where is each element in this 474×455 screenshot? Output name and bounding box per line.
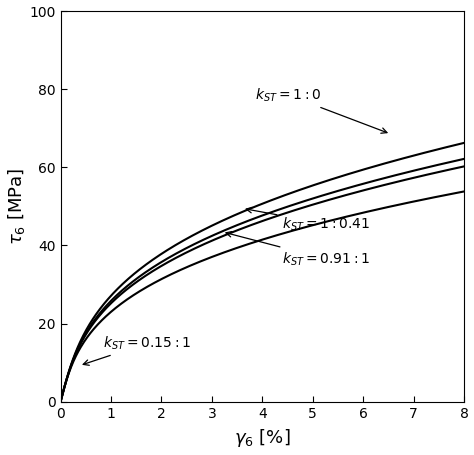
Text: $k_{ST} = 1:0.41$: $k_{ST} = 1:0.41$ bbox=[246, 207, 371, 233]
Text: $k_{ST} = 1:0$: $k_{ST} = 1:0$ bbox=[255, 86, 387, 133]
X-axis label: $\gamma_6$ [%]: $\gamma_6$ [%] bbox=[234, 427, 291, 450]
Y-axis label: $\tau_6$ [MPa]: $\tau_6$ [MPa] bbox=[6, 168, 27, 245]
Text: $k_{ST} = 0.15:1$: $k_{ST} = 0.15:1$ bbox=[83, 334, 191, 365]
Text: $k_{ST} = 0.91:1$: $k_{ST} = 0.91:1$ bbox=[226, 232, 371, 268]
